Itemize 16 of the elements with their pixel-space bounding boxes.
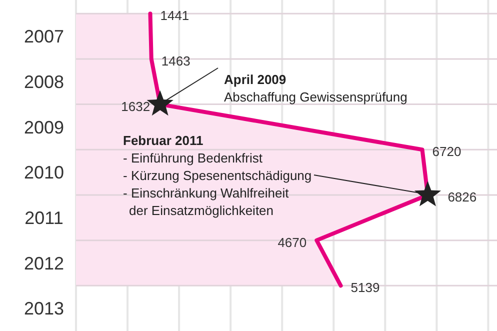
annotation: April 2009 Abschaffung Gewissensprüfung bbox=[224, 72, 408, 104]
y-tick-label: 2010 bbox=[24, 162, 64, 183]
y-tick-label: 2009 bbox=[24, 117, 64, 138]
y-tick-label: 2012 bbox=[24, 253, 64, 274]
data-label: 6826 bbox=[448, 190, 477, 205]
data-label: 1441 bbox=[160, 8, 190, 24]
data-label: 1632 bbox=[121, 98, 150, 114]
y-tick-label: 2013 bbox=[24, 298, 64, 319]
y-tick-label: 2011 bbox=[24, 208, 64, 228]
data-label: 1463 bbox=[161, 53, 190, 68]
data-label: 6720 bbox=[432, 144, 462, 160]
annotation: Februar 2011 - Einführung Bedenkfrist - Kürzung Spesenentschädigung - Einschränkung Wahlfreiheit der Einsatzmöglichkeiten bbox=[123, 133, 312, 218]
y-tick-label: 2008 bbox=[24, 72, 64, 92]
y-tick-label: 2007 bbox=[24, 26, 64, 47]
data-label: 4670 bbox=[278, 234, 307, 250]
data-label: 5139 bbox=[350, 280, 380, 296]
